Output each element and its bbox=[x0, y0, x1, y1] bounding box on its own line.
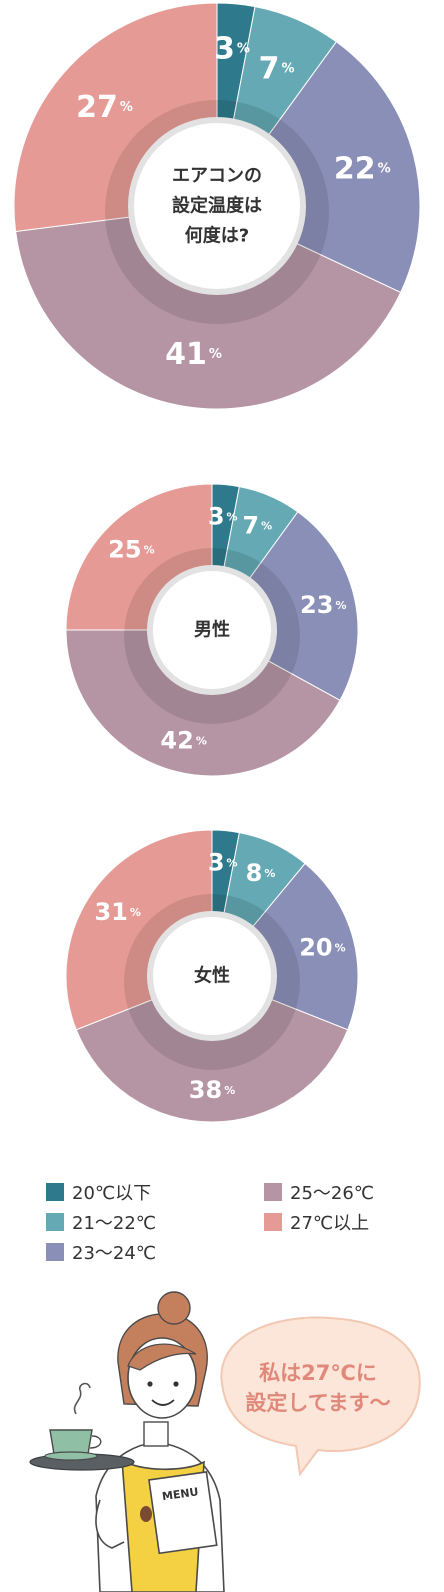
slice-value-label: 7% bbox=[259, 51, 295, 86]
slice-value-label: 31% bbox=[94, 898, 140, 926]
hair-bun bbox=[157, 1291, 191, 1325]
slice-value-label: 3% bbox=[214, 31, 250, 66]
legend-item-27-above: 27℃以上 bbox=[264, 1210, 369, 1234]
legend-swatch bbox=[264, 1213, 282, 1231]
cup-icon bbox=[49, 1429, 93, 1455]
slice-value-label: 27% bbox=[76, 89, 133, 124]
slice-value-label: 42% bbox=[160, 726, 206, 754]
pie-slice bbox=[211, 511, 359, 702]
slice-value-label: 23% bbox=[300, 591, 346, 619]
slice-value-label: 41% bbox=[165, 337, 222, 372]
legend-label: 21～22℃ bbox=[72, 1213, 157, 1234]
pie-slice bbox=[75, 975, 349, 1123]
pie-slice bbox=[65, 629, 341, 777]
legend-swatch bbox=[46, 1243, 64, 1261]
center-disc bbox=[128, 117, 306, 295]
menu-card-text: MENU bbox=[161, 1485, 199, 1503]
pie-slice bbox=[15, 205, 402, 410]
center-disc bbox=[147, 565, 277, 695]
slice-value-label: 8% bbox=[246, 859, 276, 887]
slice-value-label: 38% bbox=[189, 1076, 235, 1104]
legend-swatch bbox=[46, 1213, 64, 1231]
center-label: 女性 bbox=[194, 965, 230, 987]
slice-value-label: 3% bbox=[208, 849, 238, 877]
slice-value-label: 7% bbox=[242, 511, 272, 539]
eye-right bbox=[173, 1381, 179, 1387]
mouth bbox=[151, 1399, 175, 1406]
legend-item-20-below: 20℃以下 bbox=[46, 1180, 151, 1204]
legend-item-21-22: 21～22℃ bbox=[46, 1210, 156, 1234]
pie-chart-3: 3% 8 % 20 % 38 % 31 % 女性 bbox=[65, 829, 359, 1123]
legend-label: 20℃以下 bbox=[72, 1183, 152, 1204]
legend-label: 23～24℃ bbox=[72, 1243, 157, 1264]
center-disc bbox=[147, 911, 277, 1041]
pie-chart-2: 3% 7 % 23 % 42 % 25 % 男性 bbox=[65, 483, 359, 777]
legend-swatch bbox=[46, 1183, 64, 1201]
legend-label: 25～26℃ bbox=[290, 1183, 375, 1204]
center-label: 設定温度は bbox=[172, 195, 262, 217]
center-label: エアコンの bbox=[172, 166, 262, 187]
waitress-illustration: 私は27℃に 設定してます～ MENU bbox=[29, 1291, 421, 1592]
coffee-bean-icon bbox=[140, 1506, 152, 1522]
center-label: 何度は? bbox=[185, 225, 249, 247]
steam-icon bbox=[73, 1382, 91, 1415]
legend-swatch bbox=[264, 1183, 282, 1201]
menu-card: MENU bbox=[148, 1471, 218, 1555]
cup-handle bbox=[89, 1435, 102, 1449]
slice-value-label: 22% bbox=[334, 151, 391, 186]
legend: 20℃以下 21～22℃ 23～24℃ 25～26℃ 27℃以上 bbox=[46, 1180, 406, 1270]
hair-fringe bbox=[127, 1343, 197, 1371]
bubble-shape bbox=[220, 1316, 421, 1477]
slice-value-label: 3% bbox=[208, 503, 238, 531]
legend-label: 27℃以上 bbox=[290, 1213, 370, 1234]
legend-item-25-26: 25～26℃ bbox=[264, 1180, 374, 1204]
slice-value-label: 25% bbox=[108, 535, 154, 563]
neck bbox=[143, 1421, 169, 1447]
center-label: 男性 bbox=[194, 619, 230, 641]
eye-left bbox=[147, 1381, 153, 1387]
bubble-text-line1: 私は27℃に bbox=[259, 1361, 377, 1385]
waitress-figure: MENU bbox=[29, 1291, 225, 1592]
saucer bbox=[44, 1451, 98, 1461]
arm-left bbox=[95, 1499, 125, 1549]
bubble-text-line2: 設定してます～ bbox=[245, 1391, 390, 1415]
speech-bubble: 私は27℃に 設定してます～ bbox=[220, 1316, 421, 1477]
legend-item-23-24: 23～24℃ bbox=[46, 1240, 156, 1264]
slice-value-label: 20% bbox=[299, 934, 345, 962]
